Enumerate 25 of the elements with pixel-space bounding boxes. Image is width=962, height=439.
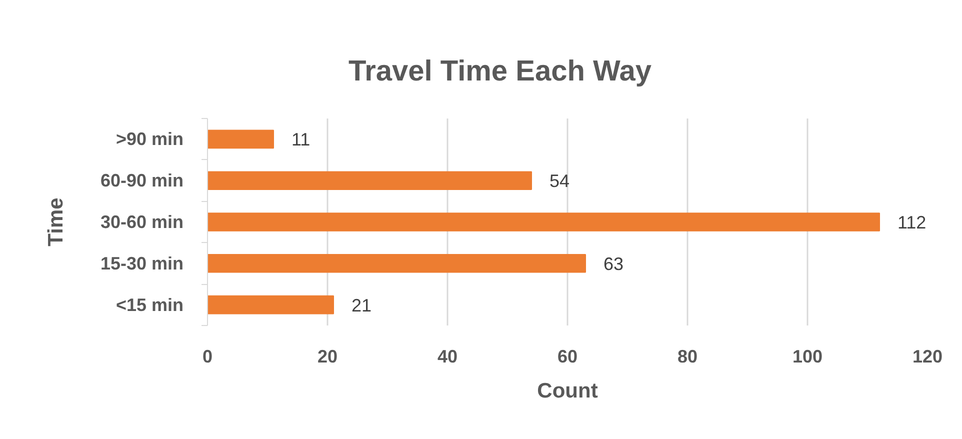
data-label: 112 — [898, 212, 926, 232]
x-axis-title: Count — [537, 380, 598, 402]
data-label: 54 — [550, 171, 570, 192]
x-tick-label: 100 — [792, 346, 823, 366]
data-label: 21 — [352, 295, 372, 316]
data-label: 63 — [604, 254, 624, 274]
chart-title: Travel Time Each Way — [348, 56, 652, 88]
y-axis-title: Time — [44, 198, 68, 246]
bar — [208, 254, 586, 273]
y-tick-label: >90 min — [116, 129, 184, 150]
bar — [208, 130, 274, 149]
y-tick-label: 60-90 min — [100, 170, 184, 191]
x-tick-label: 0 — [202, 346, 213, 366]
bar — [208, 212, 880, 232]
y-tick-label: 15-30 min — [100, 253, 184, 274]
x-tick-label: 60 — [557, 346, 578, 366]
y-tick-label: <15 min — [116, 294, 184, 315]
y-tick-label: 30-60 min — [100, 212, 184, 232]
x-tick-label: 20 — [317, 346, 338, 366]
bar — [208, 171, 532, 190]
data-label: 11 — [292, 130, 310, 150]
x-tick-label: 120 — [912, 346, 943, 366]
x-tick-label: 80 — [677, 346, 698, 366]
bar — [208, 295, 334, 314]
x-tick-label: 40 — [437, 346, 458, 366]
